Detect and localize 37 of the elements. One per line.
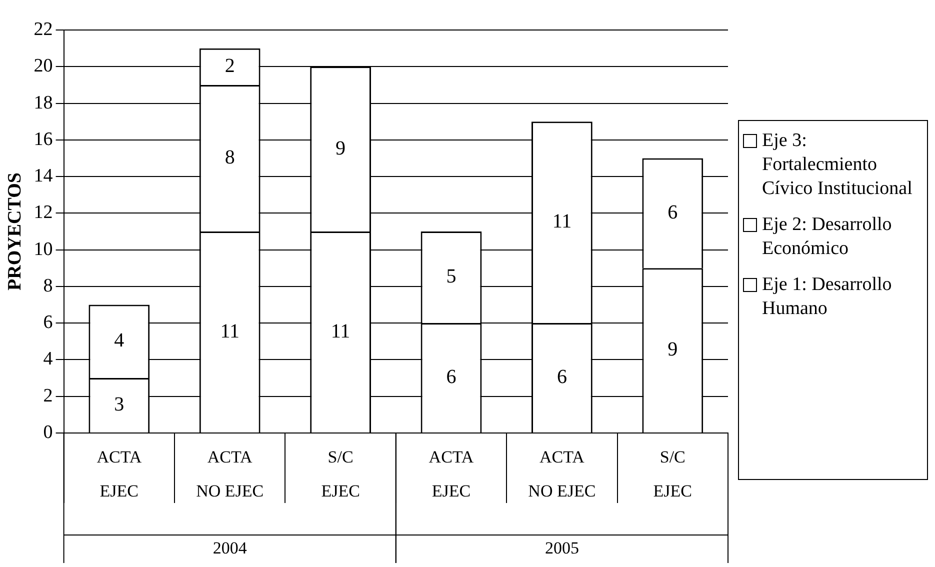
y-tick-label: 14 [34,166,54,187]
y-tick-label: 20 [34,56,53,77]
data-label: 9 [336,137,346,160]
data-label: 11 [330,320,350,342]
data-label: 5 [446,266,456,288]
x-tick-label: S/C EJEC [321,447,360,500]
data-label: 9 [668,338,678,361]
data-label: 8 [224,146,235,168]
y-tick-label: 12 [34,202,53,224]
data-label: 6 [668,201,678,224]
text: 2004 [212,538,248,558]
y-tick-label: 22 [34,18,53,40]
x-tick-label: ACTA NO EJEC [196,447,264,500]
text: Eje 2: Desarrollo Económico [762,213,893,261]
data-label: 6 [446,366,456,388]
x-tick-label: S/C EJEC [653,447,692,500]
y-tick-label: 4 [43,348,54,370]
text: Eje 3: Fortalecmiento Cívico Institucional [762,129,914,201]
data-label: 3 [114,394,124,416]
data-label: 11 [552,210,572,233]
y-axis-title: PROYECTOS [4,172,26,290]
x-tick-label: ACTA EJEC [428,447,474,500]
y-tick-label: 18 [34,92,53,114]
y-tick-label: 8 [43,275,53,296]
y-tick-label: 10 [34,238,53,260]
data-label: 4 [114,330,124,352]
data-label: 2 [224,54,235,77]
text: Eje 1: Desarrollo Humano [762,273,893,321]
data-label: 6 [556,366,567,388]
data-label: 11 [220,320,240,342]
y-tick-label: 0 [43,422,53,443]
x-tick-label: ACTA NO EJEC [528,447,596,500]
y-tick-label: 2 [43,385,53,406]
x-tick-label: ACTA EJEC [96,447,142,500]
text: 2005 [544,538,579,558]
y-tick-label: 16 [34,128,53,150]
y-tick-label: 6 [43,312,53,334]
